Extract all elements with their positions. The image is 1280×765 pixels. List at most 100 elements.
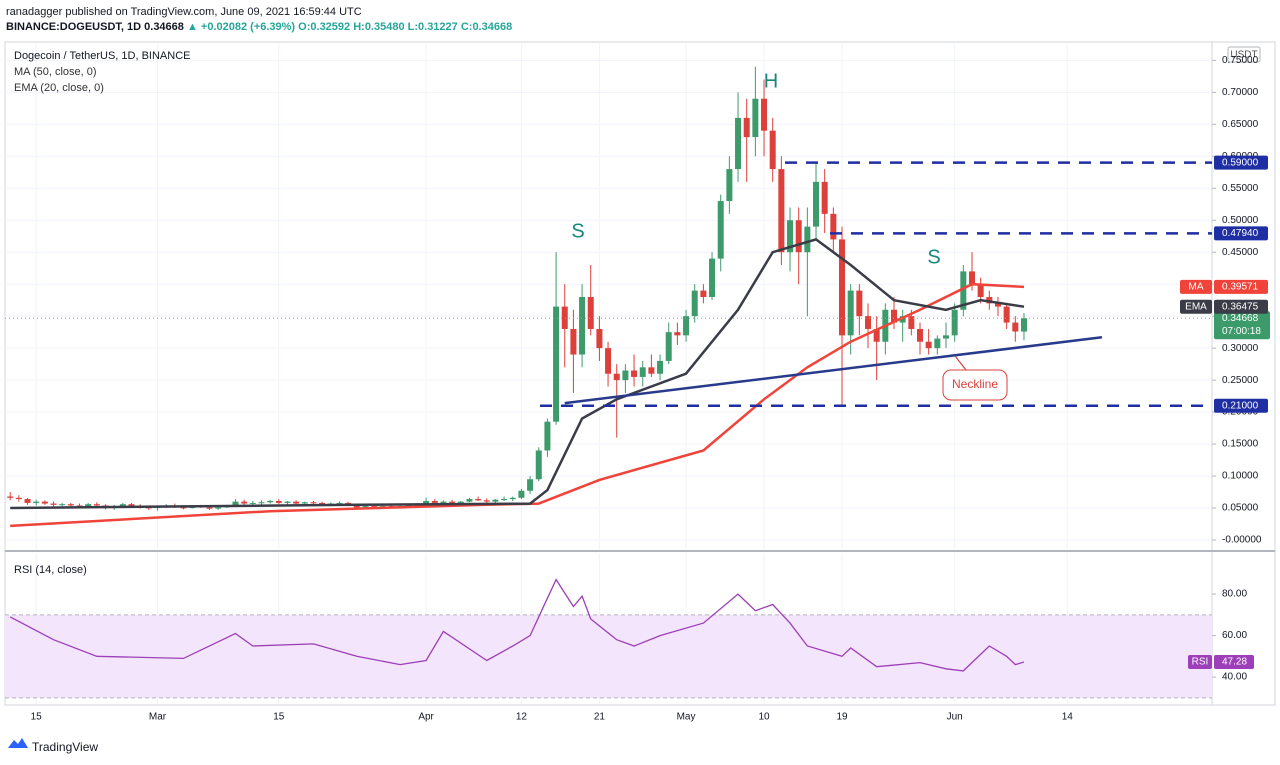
currency: USDT (1230, 50, 1257, 61)
rsi-title: RSI (14, close) (14, 564, 87, 576)
x-tick-label: 21 (594, 712, 606, 723)
candle-body (379, 506, 386, 508)
candle-body (968, 271, 975, 285)
candle-body (561, 306, 568, 329)
x-tick-label: 14 (1062, 712, 1074, 723)
neckline-label: Neckline (952, 377, 998, 391)
candle-body (717, 201, 724, 259)
candle-body (942, 335, 949, 339)
candle-body (7, 496, 14, 498)
candle-body (916, 328, 923, 342)
footer: TradingView (32, 740, 98, 754)
level-label: 0.59000 (1222, 157, 1259, 168)
candle-body (275, 500, 282, 503)
series-value-box (1214, 279, 1268, 294)
x-tick-label: 15 (273, 712, 285, 723)
candle-body (960, 271, 967, 310)
rsi-band (5, 614, 1212, 698)
candle-body (709, 258, 716, 297)
candle-body (180, 507, 187, 509)
candle-body (1012, 322, 1019, 332)
candle-body (15, 497, 22, 500)
change: ▲ +0.02082 (+6.39%) (187, 21, 295, 33)
candle-body (657, 360, 664, 374)
candle-body (93, 504, 100, 506)
candle-body (85, 504, 92, 507)
candle-body (873, 328, 880, 342)
candle-body (284, 501, 291, 503)
candle-body (700, 290, 707, 297)
level-label-box (1214, 226, 1268, 241)
candle-body (977, 284, 984, 297)
candle-body (856, 290, 863, 317)
candle-body (553, 306, 560, 422)
candle-body (648, 367, 655, 374)
candle-body (761, 98, 768, 131)
x-tick-label: 10 (758, 712, 770, 723)
level-label-box (1214, 155, 1268, 170)
level-label: 0.21000 (1222, 400, 1259, 411)
candle-body (994, 303, 1001, 307)
candle-body (50, 503, 57, 505)
candle-body (466, 499, 473, 502)
x-tick-label: 15 (31, 712, 43, 723)
candle-body (743, 117, 750, 138)
candle-body (41, 501, 48, 504)
candle-body (215, 507, 222, 509)
candle-body (241, 501, 248, 504)
series-tag-box (1180, 279, 1212, 294)
candle-body (371, 506, 378, 508)
candle-body (908, 316, 915, 329)
candle-body (787, 220, 794, 253)
candle-body (362, 506, 369, 508)
candle-body (1003, 306, 1010, 323)
annotation: S (927, 246, 940, 268)
price-label: 0.34668 (1222, 313, 1259, 324)
legend-entry: MA (50, close, 0) (14, 66, 97, 78)
candle-body (206, 507, 213, 509)
candle-body (665, 332, 672, 361)
annotation: S (571, 220, 584, 242)
ohlc: O:0.32592 H:0.35480 L:0.31227 C:0.34668 (298, 21, 512, 33)
candle-body (804, 226, 811, 253)
candle-body (683, 316, 690, 336)
y-tick-label: 0.45000 (1222, 247, 1259, 258)
candle-body (501, 499, 508, 501)
y-tick-label: 0.30000 (1222, 343, 1259, 354)
neckline-label-box (942, 369, 1008, 401)
series-tag: MA (1189, 282, 1204, 293)
candle-body (544, 421, 551, 451)
candle-body (1020, 318, 1027, 332)
plot: 15 Mar 15 Apr 12 21 May 10 19 Jun 14 -0.00000 0.0500… (5, 42, 1270, 723)
candle-body (492, 499, 499, 502)
y-tick-label: 0.70000 (1222, 87, 1259, 98)
currency-box (1227, 46, 1261, 63)
series-tag-box (1180, 299, 1212, 314)
x-tick-label: 19 (836, 712, 848, 723)
x-tick-label: May (677, 712, 696, 723)
candle-body (631, 370, 638, 377)
annotation: H (764, 70, 778, 92)
candle-body (509, 497, 516, 500)
candle-body (293, 501, 300, 504)
candle-body (119, 504, 126, 507)
y-tick-label: 0.25000 (1222, 375, 1259, 386)
publisher: ranadagger published on TradingView.com,… (6, 6, 362, 18)
series-value-box (1214, 299, 1268, 314)
candle-body (267, 500, 274, 503)
candle-body (249, 502, 256, 504)
series-value: 0.39571 (1222, 282, 1259, 293)
candle-body (613, 373, 620, 381)
candle-body (128, 504, 135, 507)
chart-title: Dogecoin / TetherUS, 1D, BINANCE (14, 50, 190, 62)
series-tag: EMA (1185, 301, 1207, 312)
candle-body (674, 332, 681, 336)
neckline-pointer (954, 355, 967, 371)
candle-body (310, 502, 317, 504)
candle-body (839, 239, 846, 336)
candle-body (891, 309, 898, 323)
x-tick-label: Jun (947, 712, 963, 723)
rsi-value: 47.28 (1222, 657, 1247, 668)
level-label: 0.47940 (1222, 228, 1259, 239)
candle-body (925, 341, 932, 349)
